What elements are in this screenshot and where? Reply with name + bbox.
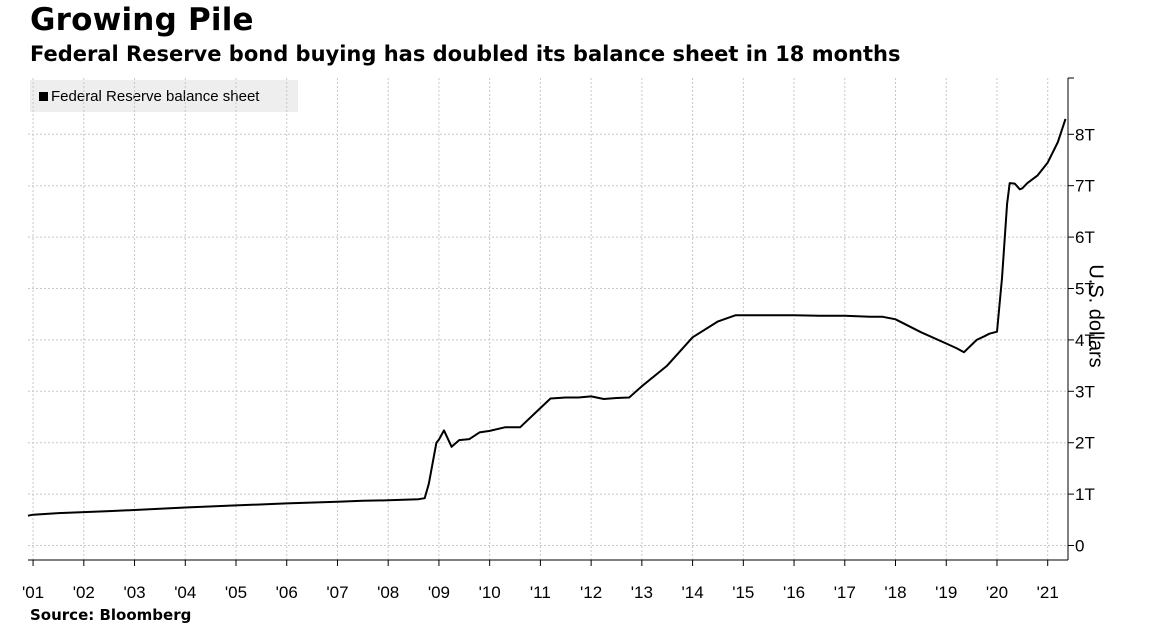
x-axis: '01 '02 '03 '04 '05 '06 '07 '08 '09 '10 '11 '12 '13 '… [22, 559, 1068, 602]
series-layer [27, 118, 1067, 517]
x-tick-label: '13 [631, 583, 653, 602]
x-tick-label: '11 [530, 583, 551, 602]
x-tick-label: '10 [479, 583, 501, 602]
x-tick-label: '01 [22, 583, 44, 602]
x-tick-label: '12 [580, 583, 602, 602]
x-tick-label: '04 [174, 583, 196, 602]
x-tick-label: '19 [935, 583, 957, 602]
x-tick-label: '08 [377, 583, 399, 602]
y-tick-label: 7T [1075, 177, 1095, 196]
y-tick-label: 4T [1075, 331, 1095, 350]
x-tick-label: '17 [834, 583, 856, 602]
gridlines [28, 78, 1068, 560]
x-tick-label: '09 [428, 583, 450, 602]
y-tick-label: 2T [1075, 434, 1095, 453]
x-tick-label: '15 [732, 583, 754, 602]
x-tick-label: '02 [73, 583, 95, 602]
x-tick-label: '06 [276, 583, 298, 602]
x-tick-label: '16 [783, 583, 805, 602]
legend-label: Federal Reserve balance sheet [51, 87, 260, 105]
x-tick-label: '18 [884, 583, 906, 602]
y-tick-label: 1T [1075, 485, 1095, 504]
x-tick-label: '20 [986, 583, 1008, 602]
x-tick-label: '14 [682, 583, 704, 602]
legend-swatch-icon [39, 91, 48, 101]
chart-title: Growing Pile [30, 2, 254, 38]
series-line [27, 118, 1067, 517]
y-tick-label: 6T [1075, 228, 1095, 247]
y-axis: 0 1T 2T 3T 4T 5T 6T 7T 8T [1067, 77, 1095, 560]
legend: Federal Reserve balance sheet [30, 80, 298, 112]
y-tick-label: 3T [1075, 382, 1095, 401]
y-tick-label: 8T [1075, 125, 1095, 144]
x-tick-label: '05 [225, 583, 247, 602]
source-note: Source: Bloomberg [30, 606, 192, 624]
chart-subtitle: Federal Reserve bond buying has doubled … [30, 42, 901, 66]
x-tick-label: '21 [1037, 583, 1059, 602]
x-tick-label: '07 [326, 583, 348, 602]
y-tick-label: 5T [1075, 280, 1095, 299]
y-tick-label: 0 [1075, 537, 1084, 556]
x-tick-label: '03 [123, 583, 145, 602]
